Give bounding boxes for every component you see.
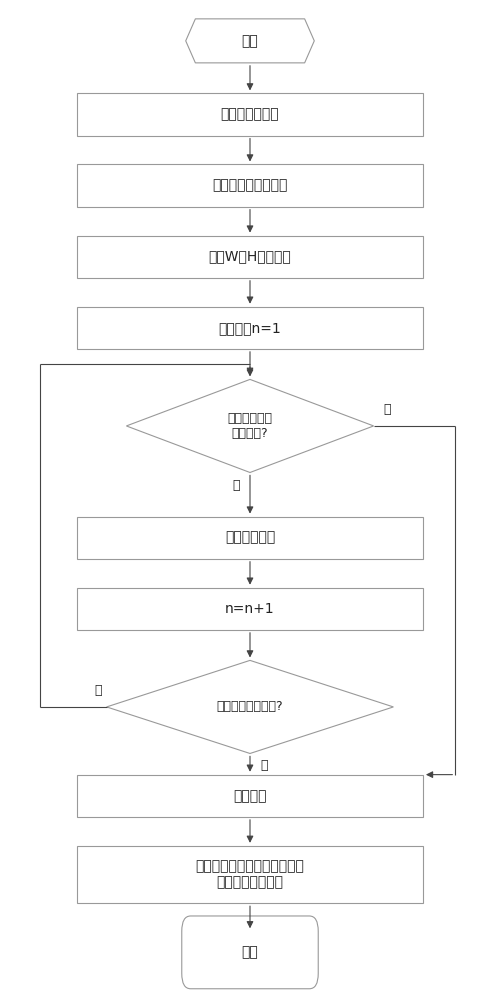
Text: 开始: 开始 [242,34,258,48]
Text: 是: 是 [260,759,268,772]
Text: 否: 否 [94,684,102,697]
Text: 矩阵W和H的初始化: 矩阵W和H的初始化 [208,250,292,264]
Polygon shape [106,660,394,753]
Text: 数值求解迭代: 数值求解迭代 [225,531,275,545]
Text: 停止迭代: 停止迭代 [233,789,267,803]
Text: 辿到最大迭代次数?: 辿到最大迭代次数? [216,700,284,713]
Text: 迭代次数n=1: 迭代次数n=1 [218,321,282,335]
FancyBboxPatch shape [77,164,423,207]
Text: 否: 否 [232,479,240,492]
FancyBboxPatch shape [77,588,423,630]
FancyBboxPatch shape [77,307,423,349]
FancyBboxPatch shape [77,517,423,559]
Text: 建立融合模型表达式: 建立融合模型表达式 [212,179,288,193]
Text: n=n+1: n=n+1 [225,602,275,616]
Polygon shape [186,19,314,63]
Text: 计算机读取数据: 计算机读取数据 [220,107,280,121]
Text: 计算融合图像，将高光谱数据
存入数据立方体中: 计算融合图像，将高光谱数据 存入数据立方体中 [196,859,304,890]
FancyBboxPatch shape [77,775,423,817]
Text: 结束: 结束 [242,945,258,959]
FancyBboxPatch shape [77,93,423,136]
Text: 是: 是 [384,403,391,416]
FancyBboxPatch shape [182,916,318,989]
Text: 检验是否满足
收敛条件?: 检验是否满足 收敛条件? [228,412,272,440]
FancyBboxPatch shape [77,846,423,903]
FancyBboxPatch shape [77,236,423,278]
Polygon shape [126,379,374,472]
